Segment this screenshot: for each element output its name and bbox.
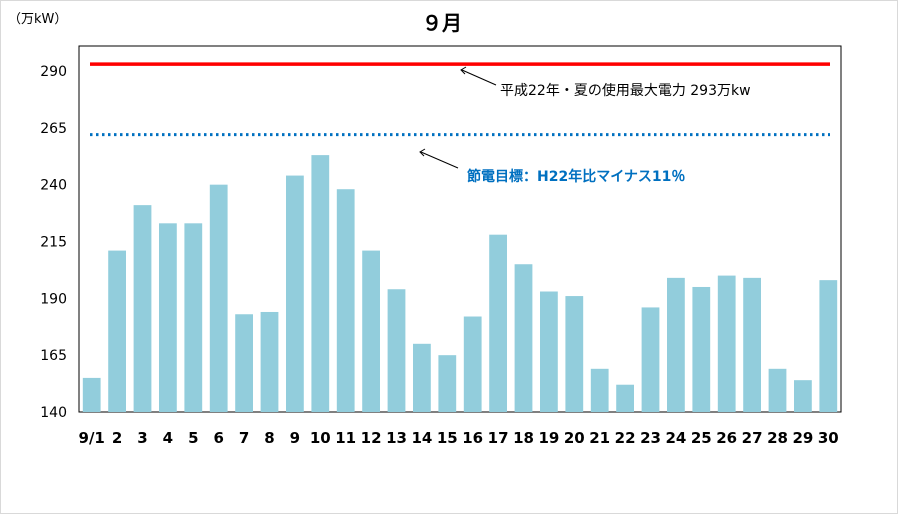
y-axis-unit-label: （万kW） [8, 12, 67, 27]
x-tick-label: 29 [792, 429, 813, 447]
bar-20 [565, 296, 584, 412]
annotation-arrow-target [419, 148, 459, 169]
bar-19 [540, 291, 558, 412]
bar-12 [362, 250, 380, 412]
x-tick-label: 7 [239, 429, 249, 447]
x-tick-label: 23 [640, 429, 661, 447]
bar-2 [108, 250, 126, 412]
x-tick-label: 18 [513, 429, 534, 447]
x-tick-label: 20 [564, 429, 585, 447]
x-tick-label: 19 [538, 429, 559, 447]
bar-13 [387, 289, 406, 412]
x-tick-label: 26 [716, 429, 737, 447]
bar-30 [819, 280, 838, 412]
bar-11 [336, 189, 355, 412]
x-tick-label: 13 [386, 429, 407, 447]
target-label: 節電目標：H22年比マイナス11％ [467, 168, 685, 185]
y-axis-ticks: 140 165 190 215 240 265 290 [40, 64, 67, 421]
y-tick-label: 215 [40, 235, 67, 251]
x-tick-label: 25 [691, 429, 712, 447]
x-tick-label: 15 [437, 429, 458, 447]
x-tick-label: 14 [411, 429, 432, 447]
x-tick-label: 16 [462, 429, 483, 447]
bars [82, 155, 838, 413]
bar-6 [209, 184, 228, 412]
x-tick-label: 5 [188, 429, 198, 447]
x-tick-label: 30 [818, 429, 839, 447]
plot-area [78, 45, 842, 413]
x-tick-label: 3 [137, 429, 147, 447]
annotation-arrow-max [460, 66, 497, 86]
x-tick-label: 27 [742, 429, 763, 447]
bar-29 [794, 380, 812, 412]
bar-28 [768, 368, 787, 412]
bar-22 [616, 384, 634, 412]
x-tick-label: 2 [112, 429, 122, 447]
x-tick-label: 4 [163, 429, 173, 447]
y-tick-label: 140 [40, 405, 67, 421]
x-tick-label: 17 [488, 429, 509, 447]
bar-7 [235, 314, 253, 412]
bar-18 [514, 264, 533, 412]
bar-3 [133, 205, 152, 412]
bar-9/1 [82, 377, 101, 412]
bar-14 [413, 343, 431, 412]
x-axis-ticks: 9/1 2 3 4 5 6 7 8 9 10 11 12 13 14 15 16 17 18 19 20 21 22 23 2… [79, 429, 839, 447]
x-tick-label: 9 [290, 429, 300, 447]
x-tick-label: 10 [310, 429, 331, 447]
bar-26 [717, 275, 736, 412]
reference-lines [90, 62, 830, 137]
bar-16 [463, 316, 482, 412]
y-tick-label: 290 [40, 64, 67, 80]
x-tick-label: 8 [264, 429, 274, 447]
bar-25 [692, 286, 711, 412]
bar-27 [743, 277, 761, 412]
bar-9 [286, 175, 304, 412]
max-usage-label: 平成22年・夏の使用最大電力 293万kw [500, 82, 751, 99]
x-tick-label: 24 [665, 429, 686, 447]
x-tick-label: 21 [589, 429, 610, 447]
y-tick-label: 165 [40, 348, 67, 364]
x-tick-label: 28 [767, 429, 788, 447]
bar-21 [590, 368, 609, 412]
bar-23 [641, 307, 660, 412]
x-tick-label: 22 [615, 429, 636, 447]
bar-24 [667, 277, 685, 412]
x-tick-label: 11 [335, 429, 356, 447]
y-tick-label: 265 [40, 121, 67, 137]
bar-10 [311, 155, 330, 413]
bar-4 [159, 223, 177, 412]
x-tick-label: 6 [213, 429, 223, 447]
x-tick-label: 9/1 [79, 429, 105, 447]
y-tick-label: 240 [40, 178, 67, 194]
bar-17 [489, 234, 507, 412]
bar-15 [438, 355, 457, 412]
y-tick-label: 190 [40, 291, 67, 307]
chart-title: ９月 [422, 11, 462, 35]
bar-8 [260, 311, 279, 412]
bar-5 [184, 223, 203, 412]
x-tick-label: 12 [361, 429, 382, 447]
